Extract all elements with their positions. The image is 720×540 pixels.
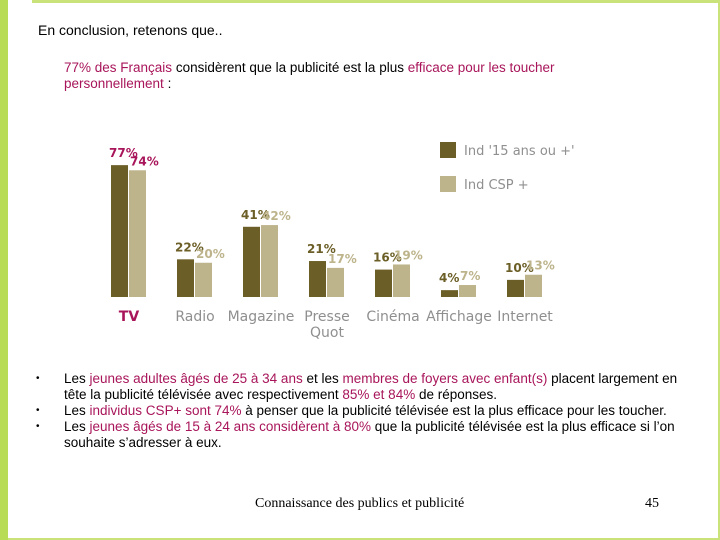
bar-ind-15-plus (111, 165, 128, 297)
intro-statement: 77% des Français considèrent que la publ… (64, 60, 654, 92)
bullet-marker: • (36, 373, 40, 384)
bullet-text: que la publicité télévisée est la plus e… (64, 419, 675, 450)
bullet-item: • Les jeunes âgés de 15 à 24 ans considèr… (36, 419, 686, 451)
bullet-text: placent largement en tête la publicité t… (64, 371, 678, 402)
bar-ind-csp-plus (195, 262, 212, 297)
data-label: 4% (439, 271, 459, 285)
bullet-highlight: jeunes adultes âgés de 25 à 34 ans (89, 371, 303, 386)
bullet-text: Les (64, 419, 90, 434)
bar-ind-csp-plus (261, 225, 278, 297)
data-label: 13% (526, 259, 555, 273)
bullet-text: à penser que la publicité télévisée est … (241, 403, 667, 418)
legend-swatch (440, 142, 456, 158)
data-label: 16% (373, 251, 402, 265)
bar-ind-csp-plus (129, 170, 146, 297)
data-label: 10% (505, 261, 534, 275)
data-label: 42% (262, 209, 291, 223)
bar-ind-15-plus (309, 261, 326, 297)
data-label: 22% (175, 240, 204, 254)
footer-text: Connaissance des publics et publicité (255, 496, 465, 511)
bar-ind-15-plus (243, 226, 260, 297)
bullet-marker: • (36, 405, 40, 416)
data-label: 77% (109, 146, 138, 160)
bullet-marker: • (36, 421, 40, 432)
category-label: TV (119, 309, 140, 325)
data-label: 19% (394, 248, 423, 262)
slide-title: En conclusion, retenons que.. (38, 22, 223, 38)
data-label: 74% (130, 154, 159, 168)
category-label: Cinéma (366, 309, 419, 325)
bottom-border (8, 538, 720, 540)
bullet-highlight: individus CSP+ sont 74% (89, 403, 242, 418)
bullet-text: Les (64, 403, 90, 418)
data-label: 41% (241, 208, 270, 222)
right-border (718, 0, 720, 540)
data-label: 20% (196, 247, 225, 261)
bullet-list: • Les jeunes adultes âgés de 25 à 34 ans … (36, 371, 686, 451)
bullet-item: • Les jeunes adultes âgés de 25 à 34 ans … (36, 371, 686, 403)
left-accent-bar (0, 0, 8, 540)
legend-swatch (440, 176, 456, 192)
intro-percentage: 77% des Français (64, 60, 173, 75)
legend-label: Ind '15 ans ou +' (464, 144, 575, 159)
data-label: 17% (328, 252, 357, 266)
category-label: Quot (310, 325, 344, 341)
page-number: 45 (645, 496, 659, 511)
bar-ind-15-plus (375, 269, 392, 297)
intro-highlight: efficace pour les toucher personnellemen… (64, 60, 555, 91)
bullet-text: Les (64, 371, 90, 386)
bar-ind-csp-plus (525, 274, 542, 297)
media-efficacy-bar-chart: 77%74% TV 22%20% Radio 41%42% Magazine 21%17% P… (109, 142, 575, 341)
bullet-text: et les (302, 371, 343, 386)
category-label: Affichage (426, 309, 492, 325)
intro-text: considèrent que la publicité est la plus (172, 60, 408, 75)
intro-end: : (163, 76, 172, 91)
category-label: Magazine (228, 309, 295, 325)
data-label: 7% (460, 269, 480, 283)
bar-ind-15-plus (441, 290, 458, 297)
bar-ind-csp-plus (459, 285, 476, 297)
bar-ind-15-plus (507, 279, 524, 297)
bar-ind-csp-plus (327, 267, 344, 297)
bar-ind-csp-plus (393, 264, 410, 297)
legend-label: Ind CSP + (464, 178, 529, 193)
data-label: 21% (307, 242, 336, 256)
category-label: Presse (304, 309, 349, 325)
category-label: Radio (175, 309, 214, 325)
bullet-text: de réponses. (415, 387, 498, 402)
bullet-highlight: 85% et 84% (342, 387, 416, 402)
top-border (32, 0, 720, 3)
bullet-item: • Les individus CSP+ sont 74% à penser qu… (36, 403, 686, 419)
bar-ind-15-plus (177, 259, 194, 297)
category-label: Internet (497, 309, 553, 325)
bullet-highlight: membres de foyers avec enfant(s) (342, 371, 548, 386)
bullet-highlight: jeunes âgés de 15 à 24 ans considèrent à… (89, 419, 371, 434)
